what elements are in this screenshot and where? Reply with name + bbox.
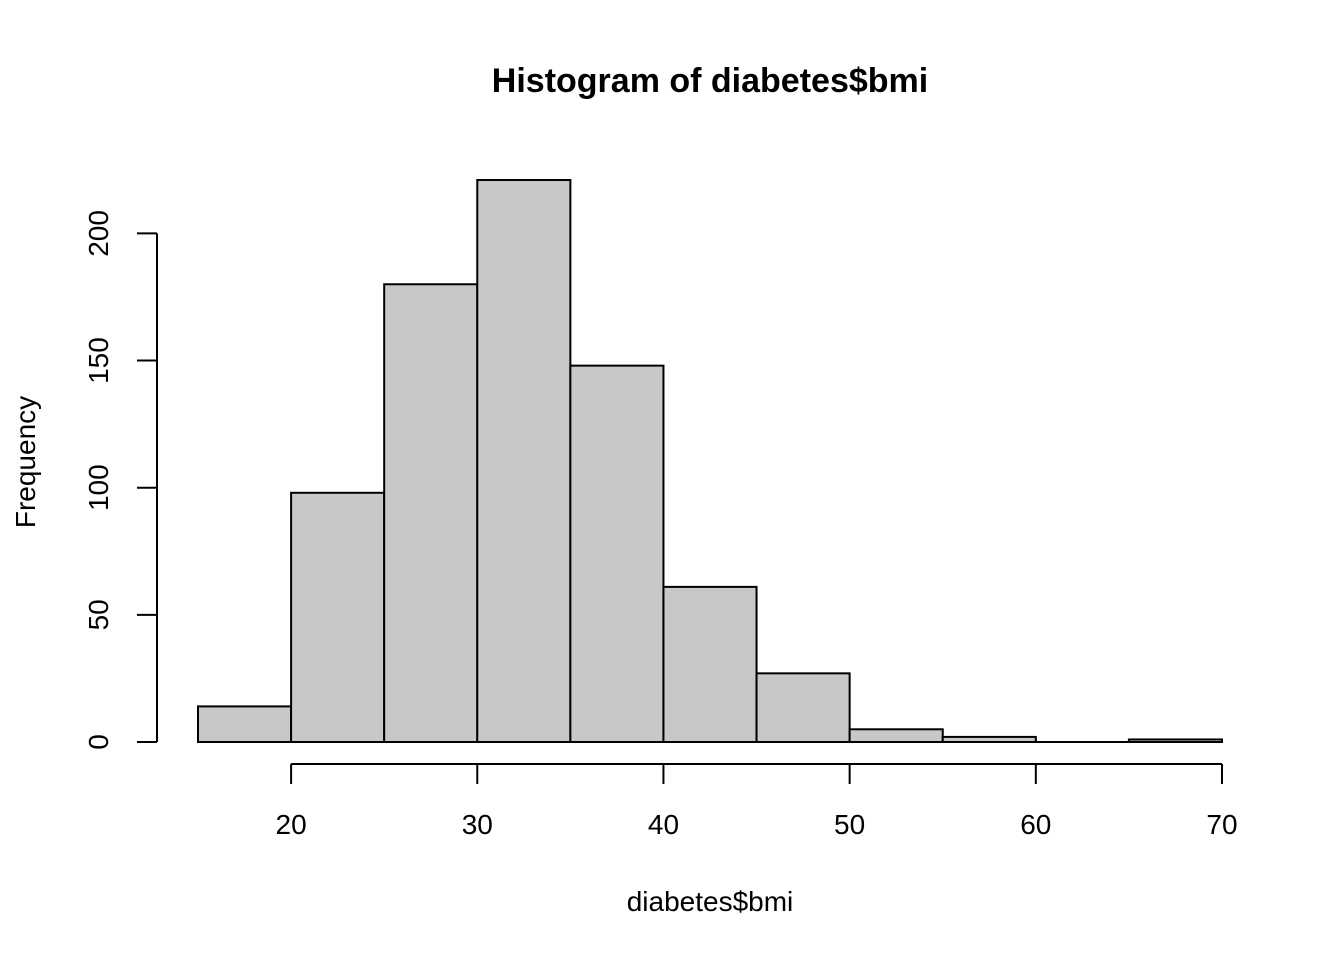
- histogram-bar-0: [197, 705, 293, 744]
- histogram-bar-7: [848, 728, 944, 744]
- y-tick-label-4: 200: [83, 210, 114, 257]
- histogram-bar-10: [1127, 738, 1223, 744]
- chart-title: Histogram of diabetes$bmi: [492, 62, 928, 100]
- y-axis-label: Frequency: [10, 396, 41, 528]
- y-axis: 0 50 100 150 200: [83, 210, 158, 750]
- x-tick-label-4: 60: [1020, 809, 1051, 840]
- y-tick-label-2: 100: [83, 464, 114, 511]
- x-axis-label: diabetes$bmi: [627, 886, 794, 917]
- histogram-bar-5: [662, 585, 758, 743]
- x-tick-label-0: 20: [276, 809, 307, 840]
- x-axis: 20 30 40 50 60 70: [276, 763, 1238, 840]
- histogram-bar-3: [476, 179, 572, 743]
- histogram-bar-6: [755, 672, 851, 743]
- y-tick-label-1: 50: [83, 599, 114, 630]
- y-tick-label-3: 150: [83, 337, 114, 384]
- x-tick-label-3: 50: [834, 809, 865, 840]
- histogram-bar-2: [383, 283, 479, 743]
- histogram-bar-8: [941, 735, 1037, 743]
- histogram-bar-4: [569, 364, 665, 743]
- x-tick-label-5: 70: [1206, 809, 1237, 840]
- histogram-bar-1: [290, 491, 386, 743]
- bars-group: [197, 179, 1223, 744]
- x-tick-label-2: 40: [648, 809, 679, 840]
- y-tick-label-0: 0: [83, 734, 114, 750]
- x-tick-label-1: 30: [462, 809, 493, 840]
